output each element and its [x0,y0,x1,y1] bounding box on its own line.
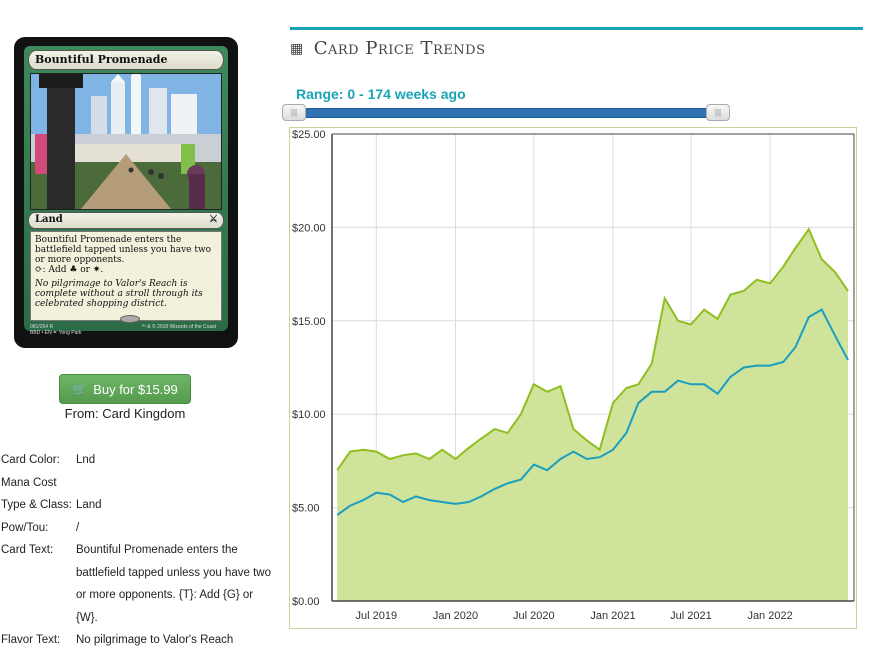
card-frame: Bountiful Promenade [24,46,228,336]
tap-symbol-icon: ⟳ [35,265,43,275]
detail-value: Lnd [76,454,96,466]
range-slider-handle-start[interactable]: ||| [282,104,306,121]
x-tick-label: Jan 2020 [433,610,478,622]
card-type: Land [35,214,63,225]
card-text-box: Bountiful Promenade enters the battlefie… [30,231,222,321]
y-tick-label: $5.00 [292,503,320,515]
y-tick-label: $15.00 [292,316,326,328]
card-mana-ability: ⟳: Add ♣ or ✷. [35,265,217,275]
card-footer: 081/254 R BBD • EN ✒ Yong Park ™ & © 201… [28,315,224,339]
card-type-line: Land ⚔ [28,212,224,229]
detail-value: Bountiful Promenade enters the battlefie… [76,544,271,624]
detail-row-type: Type & Class: Land [1,494,271,517]
detail-label: Card Color: [1,454,60,466]
y-tick-label: $20.00 [292,222,326,234]
buy-button[interactable]: 🛒 Buy for $15.99 [59,374,191,404]
series-line-2 [336,308,849,516]
detail-row-pt: Pow/Tou: / [1,517,271,540]
card-copyright: ™ & © 2018 Wizards of the Coast [140,324,216,330]
detail-value: Land [76,499,102,511]
series-area-fill [337,229,848,602]
detail-label: Pow/Tou: [1,521,49,534]
card-details: Card Color: Lnd Mana Cost Type & Class: … [1,449,271,652]
x-tick-label: Jul 2019 [356,610,398,622]
calendar-icon: ▦ [290,40,304,57]
card-rules-text: Bountiful Promenade enters the battlefie… [35,235,212,265]
card-name: Bountiful Promenade [28,50,224,70]
card-artwork [30,73,222,210]
holo-stamp-icon [120,315,140,323]
detail-label: Mana Cost [1,476,57,489]
range-slider-handle-end[interactable]: ||| [706,104,730,121]
x-tick-label: Jul 2021 [670,610,712,622]
set-symbol-icon: ⚔ [209,214,218,225]
y-tick-label: $25.00 [292,129,326,141]
section-title: Card Price Trends [313,38,486,59]
cart-icon: 🛒 [72,382,88,396]
detail-label: Type & Class: [1,499,72,511]
detail-row-mana: Mana Cost [1,472,271,495]
detail-row-flavor: Flavor Text: No pilgrimage to Valor's Re… [1,629,271,652]
section-header: ▦ Card Price Trends [290,38,486,59]
y-tick-label: $10.00 [292,409,326,421]
vendor-label: From: Card Kingdom [64,406,186,421]
range-label: Range: 0 - 174 weeks ago [296,86,466,102]
detail-row-color: Card Color: Lnd [1,449,271,472]
detail-label: Card Text: [1,544,54,556]
card-mana-ability-text: : Add ♣ or ✷. [42,265,104,275]
series-line-1 [336,227,849,471]
card-collector-number: 081/254 R [30,324,54,330]
detail-value [76,472,271,495]
detail-value: / [76,521,80,534]
buy-button-label: Buy for $15.99 [93,381,178,397]
card-flavor-text: No pilgrimage to Valor's Reach is comple… [35,279,203,309]
section-rule [290,27,863,30]
card-image: Bountiful Promenade [14,37,238,348]
detail-row-text: Card Text: Bountiful Promenade enters th… [1,539,271,629]
price-chart-svg: $0.00 $5.00 $10.00 $15.00 $20.00 $25.00 Jul 20… [292,129,855,622]
x-tick-label: Jan 2021 [590,610,635,622]
range-slider-track[interactable] [292,108,729,118]
x-tick-label: Jan 2022 [747,610,792,622]
y-tick-label: $0.00 [292,596,320,608]
detail-value: No pilgrimage to Valor's Reach [76,634,234,646]
price-chart: $0.00 $5.00 $10.00 $15.00 $20.00 $25.00 Jul 20… [289,127,857,629]
detail-label: Flavor Text: [1,634,61,646]
card-artist: BBD • EN ✒ Yong Park [30,330,82,336]
x-tick-label: Jul 2020 [513,610,555,622]
